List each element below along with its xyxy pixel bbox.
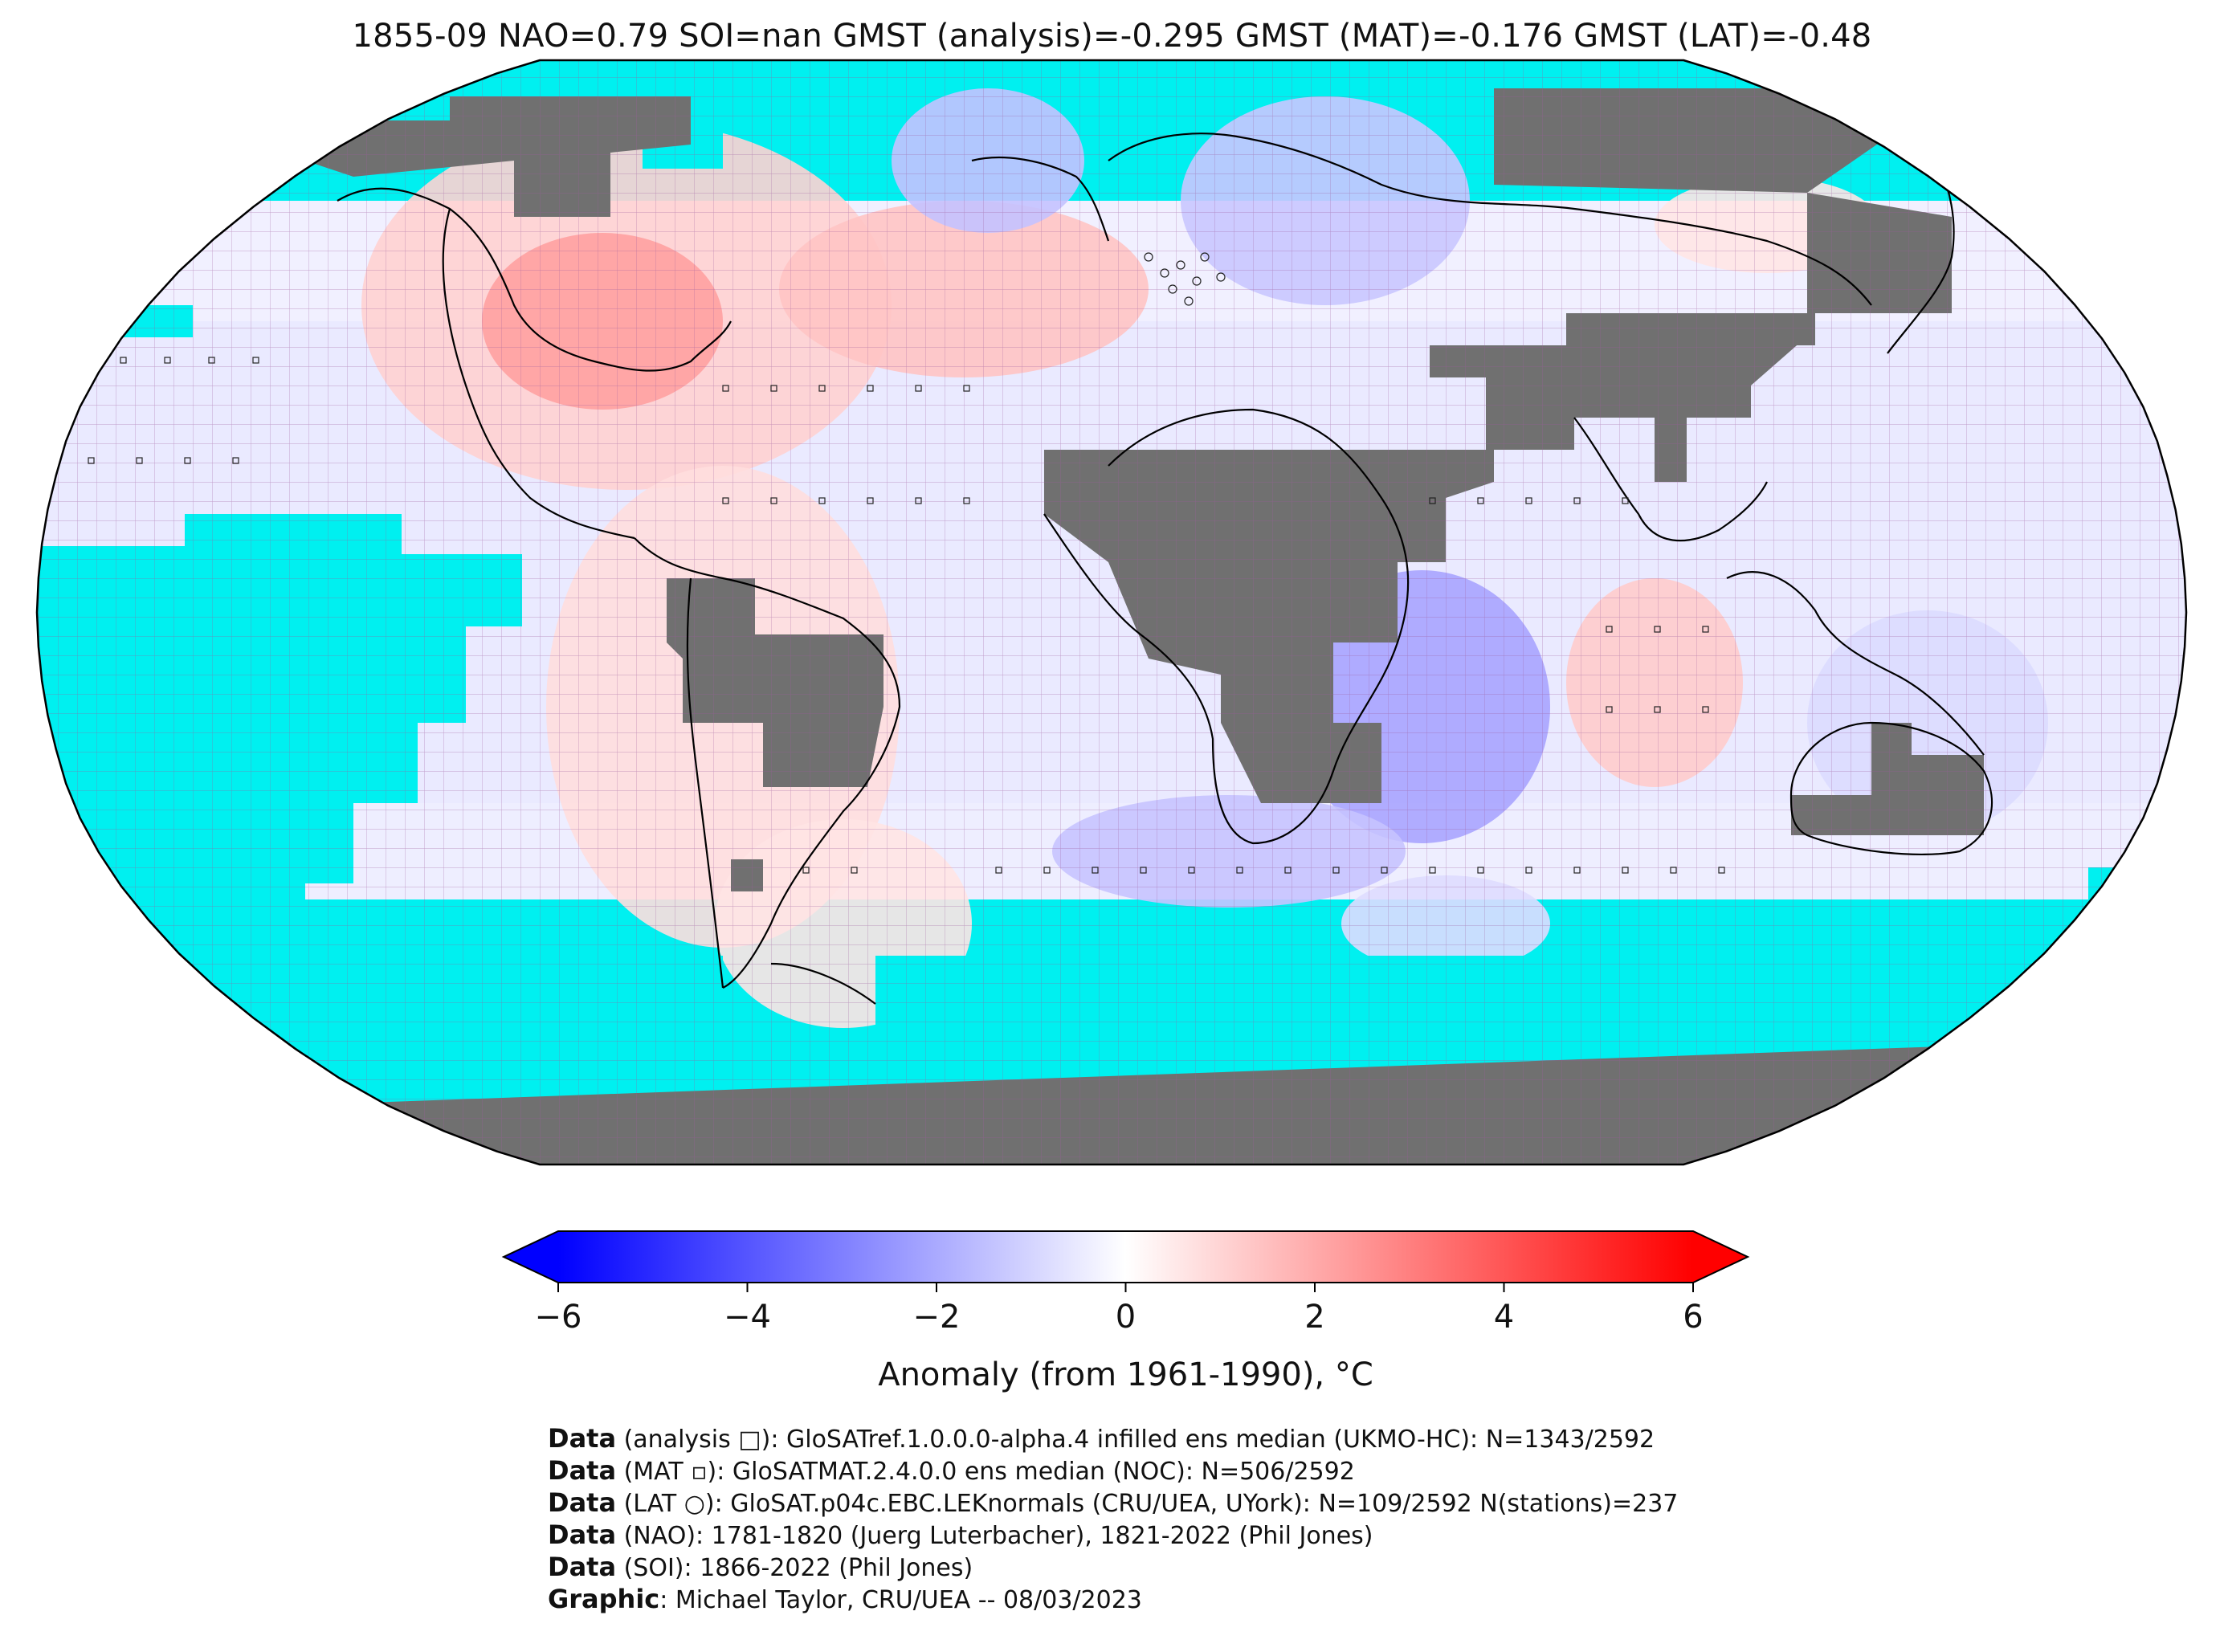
colorbar-tick-label: 6 — [1683, 1299, 1703, 1336]
grid-lines — [37, 60, 2186, 1165]
credit-line: Data (MAT ▫): GloSATMAT.2.4.0.0 ens medi… — [548, 1455, 1678, 1487]
credit-heading: Data — [548, 1552, 617, 1582]
colorbar-tick-label: −4 — [724, 1299, 771, 1336]
colorbar-label: Anomaly (from 1961-1990), °C — [878, 1356, 1373, 1393]
colorbar-gradient — [558, 1231, 1693, 1283]
credit-text: (analysis □): GloSATref.1.0.0.0-alpha.4 … — [616, 1426, 1655, 1454]
station-markers — [88, 252, 1725, 874]
credit-text: : Michael Taylor, CRU/UEA -- 08/03/2023 — [659, 1586, 1142, 1614]
credit-text: (MAT ▫): GloSATMAT.2.4.0.0 ens median (N… — [616, 1458, 1355, 1486]
credit-heading: Data — [548, 1455, 617, 1486]
credit-line: Data (SOI): 1866-2022 (Phil Jones) — [548, 1552, 1678, 1584]
colorbar-extend-min — [504, 1231, 558, 1283]
colorbar-tick-label: −6 — [535, 1299, 582, 1336]
credits-block: Data (analysis □): GloSATref.1.0.0.0-alp… — [548, 1423, 1678, 1616]
credit-line: Data (NAO): 1781-1820 (Juerg Luterbacher… — [548, 1519, 1678, 1552]
colorbar-tick-label: −2 — [913, 1299, 961, 1336]
map-title: 1855-09 NAO=0.79 SOI=nan GMST (analysis)… — [352, 18, 1872, 55]
credit-heading: Graphic — [548, 1584, 660, 1614]
credit-text: (LAT ○): GloSAT.p04c.EBC.LEKnormals (CRU… — [616, 1490, 1679, 1518]
credit-text: (NAO): 1781-1820 (Juerg Luterbacher), 18… — [616, 1522, 1373, 1550]
credit-line: Graphic: Michael Taylor, CRU/UEA -- 08/0… — [548, 1584, 1678, 1616]
credit-heading: Data — [548, 1519, 617, 1550]
credit-heading: Data — [548, 1423, 617, 1454]
credit-line: Data (analysis □): GloSATref.1.0.0.0-alp… — [548, 1423, 1678, 1455]
credit-heading: Data — [548, 1487, 617, 1518]
colorbar-tick-label: 4 — [1494, 1299, 1514, 1336]
colorbar-tick-label: 2 — [1304, 1299, 1324, 1336]
colorbar-extend-max — [1693, 1231, 1748, 1283]
colorbar-tick-label: 0 — [1116, 1299, 1136, 1336]
map-outline — [35, 59, 2188, 1166]
credit-line: Data (LAT ○): GloSAT.p04c.EBC.LEKnormals… — [548, 1487, 1678, 1519]
credit-text: (SOI): 1866-2022 (Phil Jones) — [616, 1554, 973, 1582]
